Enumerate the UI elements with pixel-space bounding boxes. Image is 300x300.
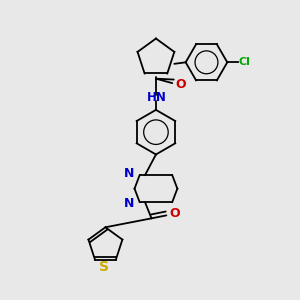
Text: O: O [176, 78, 187, 91]
Text: S: S [99, 260, 109, 274]
Text: HN: HN [146, 92, 166, 104]
Text: O: O [169, 207, 180, 220]
Text: N: N [124, 197, 134, 210]
Text: Cl: Cl [238, 57, 250, 67]
Text: N: N [124, 167, 134, 180]
